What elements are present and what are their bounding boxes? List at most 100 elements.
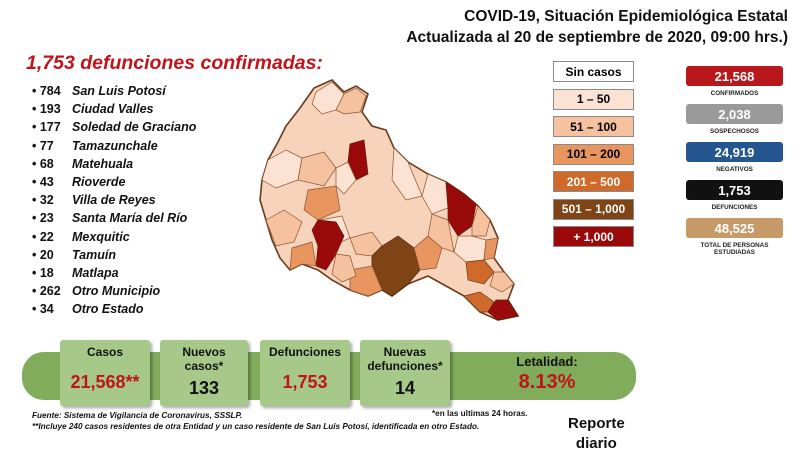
map-region	[487, 299, 519, 321]
municipality-count: 262	[32, 284, 72, 298]
municipality-count: 77	[32, 139, 72, 153]
letalidad-value: 8.13%	[518, 371, 576, 393]
map-region	[311, 219, 345, 271]
report-header: COVID-19, Situación Epidemiológica Estat…	[406, 6, 788, 48]
map-region	[483, 237, 499, 261]
stats-panel: 21,568 CONFIRMADOS 2,038 SOSPECHOSOS 24,919 N…	[686, 66, 783, 256]
municipality-count: 193	[32, 102, 72, 116]
defunciones-label: Defunciones	[268, 345, 341, 359]
municipality-count: 20	[32, 248, 72, 262]
nuevos-casos-box: Nuevos casos* 133	[160, 340, 248, 406]
municipality-name: Santa María del Río	[72, 211, 188, 226]
municipality-name: Mexquitic	[72, 229, 130, 244]
municipality-name: Rioverde	[72, 175, 126, 190]
municipality-name: Tamuín	[72, 247, 116, 262]
legend-item: 201 – 500	[553, 171, 634, 192]
nuevos-casos-value: 133	[188, 378, 220, 398]
daily-report-label: Reporte diario	[568, 414, 625, 454]
header-title: COVID-19, Situación Epidemiológica Estat…	[464, 8, 788, 25]
stat-label: NEGATIVOS	[716, 166, 753, 173]
municipality-count: 32	[32, 193, 72, 207]
municipality-name: Tamazunchale	[72, 138, 158, 153]
map-region	[265, 209, 303, 247]
stat-value-box: 48,525	[686, 218, 783, 238]
map-legend: Sin casos 1 – 50 51 – 100 101 – 200 201 – 50…	[553, 61, 634, 254]
map-region	[289, 241, 317, 271]
map-region	[303, 185, 341, 221]
map-region	[331, 253, 357, 283]
municipality-count: 68	[32, 157, 72, 171]
map-region	[471, 205, 491, 237]
map-region	[335, 161, 357, 195]
letalidad-label: Letalidad:	[516, 354, 578, 369]
legend-item: 51 – 100	[553, 116, 634, 137]
map-region	[391, 147, 423, 201]
municipality-count: 34	[32, 302, 72, 316]
map-region	[349, 265, 383, 297]
deaths-title: 1,753 defunciones confirmadas:	[26, 52, 323, 74]
map-region	[421, 173, 449, 215]
stat-label: CONFIRMADOS	[710, 90, 759, 97]
map-region	[297, 151, 337, 187]
header-updated: Actualizada al 20 de septiembre de 2020,…	[406, 29, 788, 46]
municipality-name: Otro Estado	[72, 302, 144, 317]
last-24h-note: *en las ultimas 24 horas.	[432, 409, 528, 418]
municipality-count: 23	[32, 211, 72, 225]
map-region	[445, 181, 477, 237]
nuevas-defunciones-box: Nuevas defunciones* 14	[360, 340, 450, 406]
nuevos-casos-label: Nuevos casos*	[182, 345, 226, 373]
nuevas-defunciones-label: Nuevas defunciones*	[367, 345, 443, 373]
municipality-name: Ciudad Valles	[72, 102, 154, 117]
state-map	[259, 79, 520, 321]
legend-item: + 1,000	[553, 226, 634, 247]
stat-label: TOTAL DE PERSONAS ESTUDIADAS	[700, 242, 769, 256]
stat-label: SOSPECHOSOS	[710, 128, 759, 135]
casos-box: Casos 21,568**	[60, 340, 150, 406]
municipality-name: Matehuala	[72, 156, 134, 171]
map-region	[489, 271, 515, 293]
stat-label: DEFUNCIONES	[711, 204, 758, 211]
map-region	[347, 139, 369, 181]
letalidad-box: Letalidad: 8.13%	[458, 352, 636, 394]
defunciones-value: 1,753	[282, 371, 328, 392]
legend-item: 1 – 50	[553, 88, 634, 110]
municipality-count: 22	[32, 230, 72, 244]
stat-value-box: 21,568	[686, 66, 783, 86]
legend-item: Sin casos	[553, 61, 634, 82]
nuevas-defunciones-value: 14	[394, 378, 416, 398]
municipality-name: Villa de Reyes	[72, 193, 156, 208]
legend-item: 501 – 1,000	[553, 198, 634, 220]
map-region	[413, 235, 443, 271]
includes-note: **Incluye 240 casos residentes de otra E…	[32, 422, 480, 431]
municipality-name: Otro Municipio	[72, 284, 161, 299]
map-region	[427, 213, 455, 253]
municipality-name: San Luis Potosí	[72, 84, 166, 99]
source-note: Fuente: Sistema de Vigilancia de Coronav…	[32, 411, 243, 420]
map-region	[465, 259, 495, 285]
municipality-count: 43	[32, 175, 72, 189]
municipality-name: Matlapa	[72, 265, 119, 280]
stat-value-box: 1,753	[686, 180, 783, 200]
map-region	[335, 87, 367, 115]
reporte-line2: diario	[575, 435, 617, 452]
defunciones-box: Defunciones 1,753	[260, 340, 350, 406]
municipality-count: 18	[32, 266, 72, 280]
stat-value-box: 24,919	[686, 142, 783, 162]
casos-label: Casos	[86, 345, 124, 359]
casos-value: 21,568**	[70, 371, 140, 392]
municipality-name: Soledad de Graciano	[72, 120, 197, 135]
